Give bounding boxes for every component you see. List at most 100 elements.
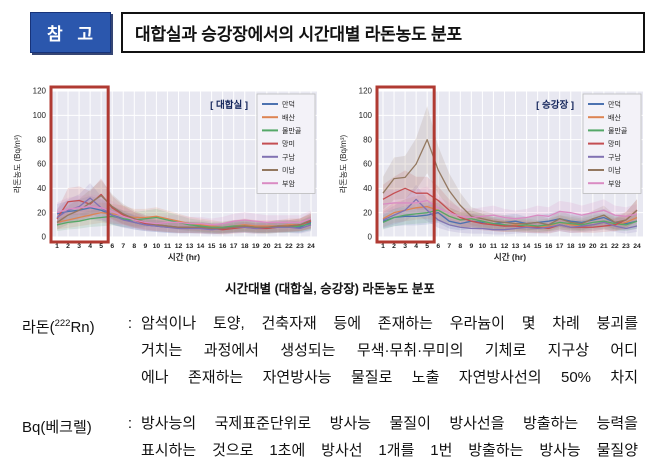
y-tick-label: 120 <box>33 87 47 96</box>
x-tick-label: 1 <box>55 243 59 250</box>
legend-label: 망미 <box>608 139 621 148</box>
highlight-box <box>49 85 110 244</box>
series-band-5 <box>383 106 637 232</box>
series-line-5 <box>56 194 312 230</box>
definition-separator: : <box>127 415 133 432</box>
legend-label: 배산 <box>608 113 621 122</box>
highlight-box <box>375 85 436 244</box>
legend-label: 구남 <box>608 152 621 161</box>
series-band-3 <box>57 178 311 235</box>
y-tick-label: 20 <box>37 208 46 217</box>
x-tick-label: 19 <box>252 243 260 250</box>
x-tick-label: 14 <box>197 243 205 250</box>
superscript: 222 <box>54 318 71 329</box>
series-line-4 <box>382 198 638 231</box>
x-tick-label: 21 <box>274 243 282 250</box>
y-axis-label: 라돈농도 (Bq/m³) <box>339 135 348 194</box>
x-tick-label: 16 <box>545 243 553 250</box>
title-box: 대합실과 승강장에서의 시간대별 라돈농도 분포 <box>121 12 645 53</box>
x-tick-label: 20 <box>589 243 597 250</box>
x-tick-label: 8 <box>132 243 136 250</box>
definition-line: 암석이나 토양, 건축자재 등에 존재하는 우라늄이 몇 차례 붕괴를 <box>141 315 638 332</box>
y-tick-label: 40 <box>363 184 372 193</box>
series-line-0 <box>382 212 638 225</box>
x-tick-label: 17 <box>230 243 238 250</box>
y-tick-label: 60 <box>363 160 372 169</box>
legend-label: 배산 <box>282 113 295 122</box>
x-tick-label: 18 <box>567 243 575 250</box>
x-tick-label: 7 <box>447 243 451 250</box>
charts-row: 0 20 40 60 80 100 120 1 2 3 4 5 6 7 8 9 10 11 12 13 14 15 16 17… <box>0 83 660 276</box>
x-tick-label: 5 <box>425 243 429 250</box>
legend-label: 만덕 <box>608 100 621 109</box>
figure-waiting-room: 0 20 40 60 80 100 120 1 2 3 4 5 6 7 8 9 10 11 12 13 14 15 16 17… <box>11 83 323 276</box>
x-tick-label: 9 <box>469 243 473 250</box>
legend-label: 미남 <box>282 166 295 175</box>
x-tick-label: 11 <box>164 243 171 250</box>
chart-title: [ 승강장 ] <box>536 99 574 111</box>
series-line-5 <box>382 139 638 226</box>
x-tick-label: 23 <box>296 243 304 250</box>
x-axis-label: 시간 (hr) <box>168 252 200 262</box>
x-tick-label: 1 <box>381 243 385 250</box>
definition-text: 방사능의 국제표준단위로 방사능 물질이 방사선을 방출하는 능력을 표시하는 … <box>141 410 638 464</box>
definition-line: 방사능의 국제표준단위로 방사능 물질이 방사선을 방출하는 능력을 <box>141 415 638 432</box>
x-tick-label: 6 <box>436 243 440 250</box>
legend-label: 만덕 <box>282 100 295 109</box>
series-band-5 <box>57 179 311 234</box>
definition-term: 라돈(222Rn) <box>22 318 95 336</box>
legend-label: 미남 <box>608 166 621 175</box>
x-tick-label: 13 <box>186 243 194 250</box>
x-tick-label: 15 <box>534 243 542 250</box>
definition-line: 표시하는 것으로 1초에 방사선 1개를 1번 방출하는 방사능 물질양 <box>141 442 638 459</box>
series-band-0 <box>57 196 311 234</box>
x-tick-label: 13 <box>512 243 520 250</box>
x-tick-label: 8 <box>458 243 462 250</box>
x-tick-label: 5 <box>99 243 103 250</box>
x-tick-label: 24 <box>307 243 315 250</box>
figure-caption: 시간대별 (대합실, 승강장) 라돈농도 분포 <box>225 282 435 296</box>
y-tick-label: 80 <box>37 135 46 144</box>
y-tick-label: 20 <box>363 208 372 217</box>
x-tick-label: 15 <box>208 243 216 250</box>
x-axis-label: 시간 (hr) <box>494 252 526 262</box>
y-tick-label: 120 <box>359 87 373 96</box>
reference-badge: 참 고 <box>30 12 112 53</box>
x-tick-label: 10 <box>153 243 161 250</box>
x-tick-label: 22 <box>285 243 293 250</box>
legend-label: 부암 <box>608 180 621 188</box>
definition-separator: : <box>127 315 133 332</box>
series-line-6 <box>382 199 638 220</box>
x-tick-label: 20 <box>263 243 271 250</box>
chart-title: [ 대합실 ] <box>210 99 248 111</box>
x-tick-label: 4 <box>414 243 418 250</box>
x-tick-label: 10 <box>479 243 487 250</box>
y-tick-label: 100 <box>33 111 47 120</box>
x-tick-label: 2 <box>392 243 396 250</box>
y-tick-label: 0 <box>368 233 373 242</box>
x-tick-label: 11 <box>490 243 497 250</box>
x-tick-label: 14 <box>523 243 531 250</box>
definition-becquerel: Bq(베크렐) : 방사능의 국제표준단위로 방사능 물질이 방사선을 방출하는… <box>22 410 638 464</box>
definition-line: 거치는 과정에서 생성되는 무색·무취·무미의 기체로 지구상 어디 <box>141 342 638 359</box>
y-tick-label: 80 <box>363 135 372 144</box>
x-tick-label: 17 <box>556 243 564 250</box>
x-tick-label: 24 <box>633 243 641 250</box>
y-tick-label: 100 <box>359 111 373 120</box>
series-band-6 <box>383 186 637 228</box>
figure-platform: 0 20 40 60 80 100 120 1 2 3 4 5 6 7 8 9 10 11 12 13 14 15 16 17… <box>337 83 649 276</box>
y-tick-label: 60 <box>37 160 46 169</box>
x-tick-label: 2 <box>66 243 70 250</box>
legend-label: 망미 <box>282 139 295 148</box>
x-tick-label: 12 <box>175 243 183 250</box>
x-tick-label: 19 <box>578 243 586 250</box>
x-tick-label: 4 <box>88 243 92 250</box>
series-line-3 <box>382 187 638 230</box>
header: 참 고 대합실과 승강장에서의 시간대별 라돈농도 분포 <box>30 12 645 53</box>
definition-term: Bq(베크렐) <box>22 419 92 436</box>
definition-text: 암석이나 토양, 건축자재 등에 존재하는 우라늄이 몇 차례 붕괴를 거치는 … <box>141 310 638 391</box>
series-band-4 <box>57 183 311 235</box>
